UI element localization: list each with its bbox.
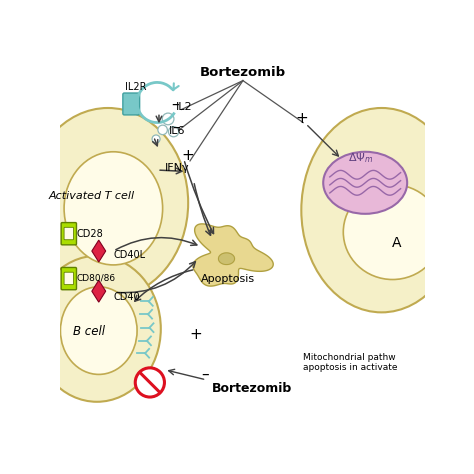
Text: $\Delta\Psi_m$: $\Delta\Psi_m$ [348, 152, 374, 165]
Polygon shape [92, 240, 106, 262]
Ellipse shape [33, 256, 161, 402]
FancyBboxPatch shape [64, 228, 73, 240]
Polygon shape [219, 253, 235, 264]
Ellipse shape [61, 287, 137, 374]
Text: CD28: CD28 [76, 229, 103, 239]
Circle shape [162, 113, 174, 125]
Text: –: – [173, 119, 180, 135]
Polygon shape [193, 224, 273, 286]
Text: Bortezomib: Bortezomib [200, 66, 286, 79]
Polygon shape [92, 280, 106, 302]
Text: Bortezomib: Bortezomib [212, 382, 292, 395]
Text: –: – [201, 367, 209, 382]
Circle shape [168, 127, 179, 137]
Text: CD40L: CD40L [113, 250, 146, 260]
Ellipse shape [343, 185, 442, 280]
Text: +: + [190, 327, 202, 342]
Text: Activated T cell: Activated T cell [48, 191, 135, 201]
Text: –: – [172, 97, 179, 112]
Ellipse shape [301, 108, 462, 312]
Text: CD40: CD40 [113, 292, 140, 302]
Text: IL2R: IL2R [125, 82, 146, 91]
Text: IL6: IL6 [169, 126, 186, 136]
FancyBboxPatch shape [123, 93, 140, 115]
Text: Mitochondrial pathw: Mitochondrial pathw [303, 354, 396, 363]
Text: +: + [182, 148, 194, 163]
Ellipse shape [27, 108, 188, 298]
Circle shape [152, 135, 160, 143]
Text: CD80/86: CD80/86 [76, 274, 115, 283]
Text: IFNγ: IFNγ [165, 163, 190, 173]
Text: Apoptosis: Apoptosis [201, 273, 255, 283]
FancyBboxPatch shape [61, 223, 76, 245]
Circle shape [158, 125, 167, 135]
Text: apoptosis in activate: apoptosis in activate [303, 364, 398, 373]
Ellipse shape [64, 152, 163, 265]
FancyBboxPatch shape [64, 272, 73, 284]
FancyBboxPatch shape [61, 267, 76, 290]
Ellipse shape [323, 152, 407, 214]
Text: +: + [295, 111, 308, 126]
Circle shape [135, 368, 164, 397]
Text: B cell: B cell [73, 325, 105, 338]
Text: A: A [392, 236, 401, 250]
Text: IL2: IL2 [175, 102, 192, 112]
